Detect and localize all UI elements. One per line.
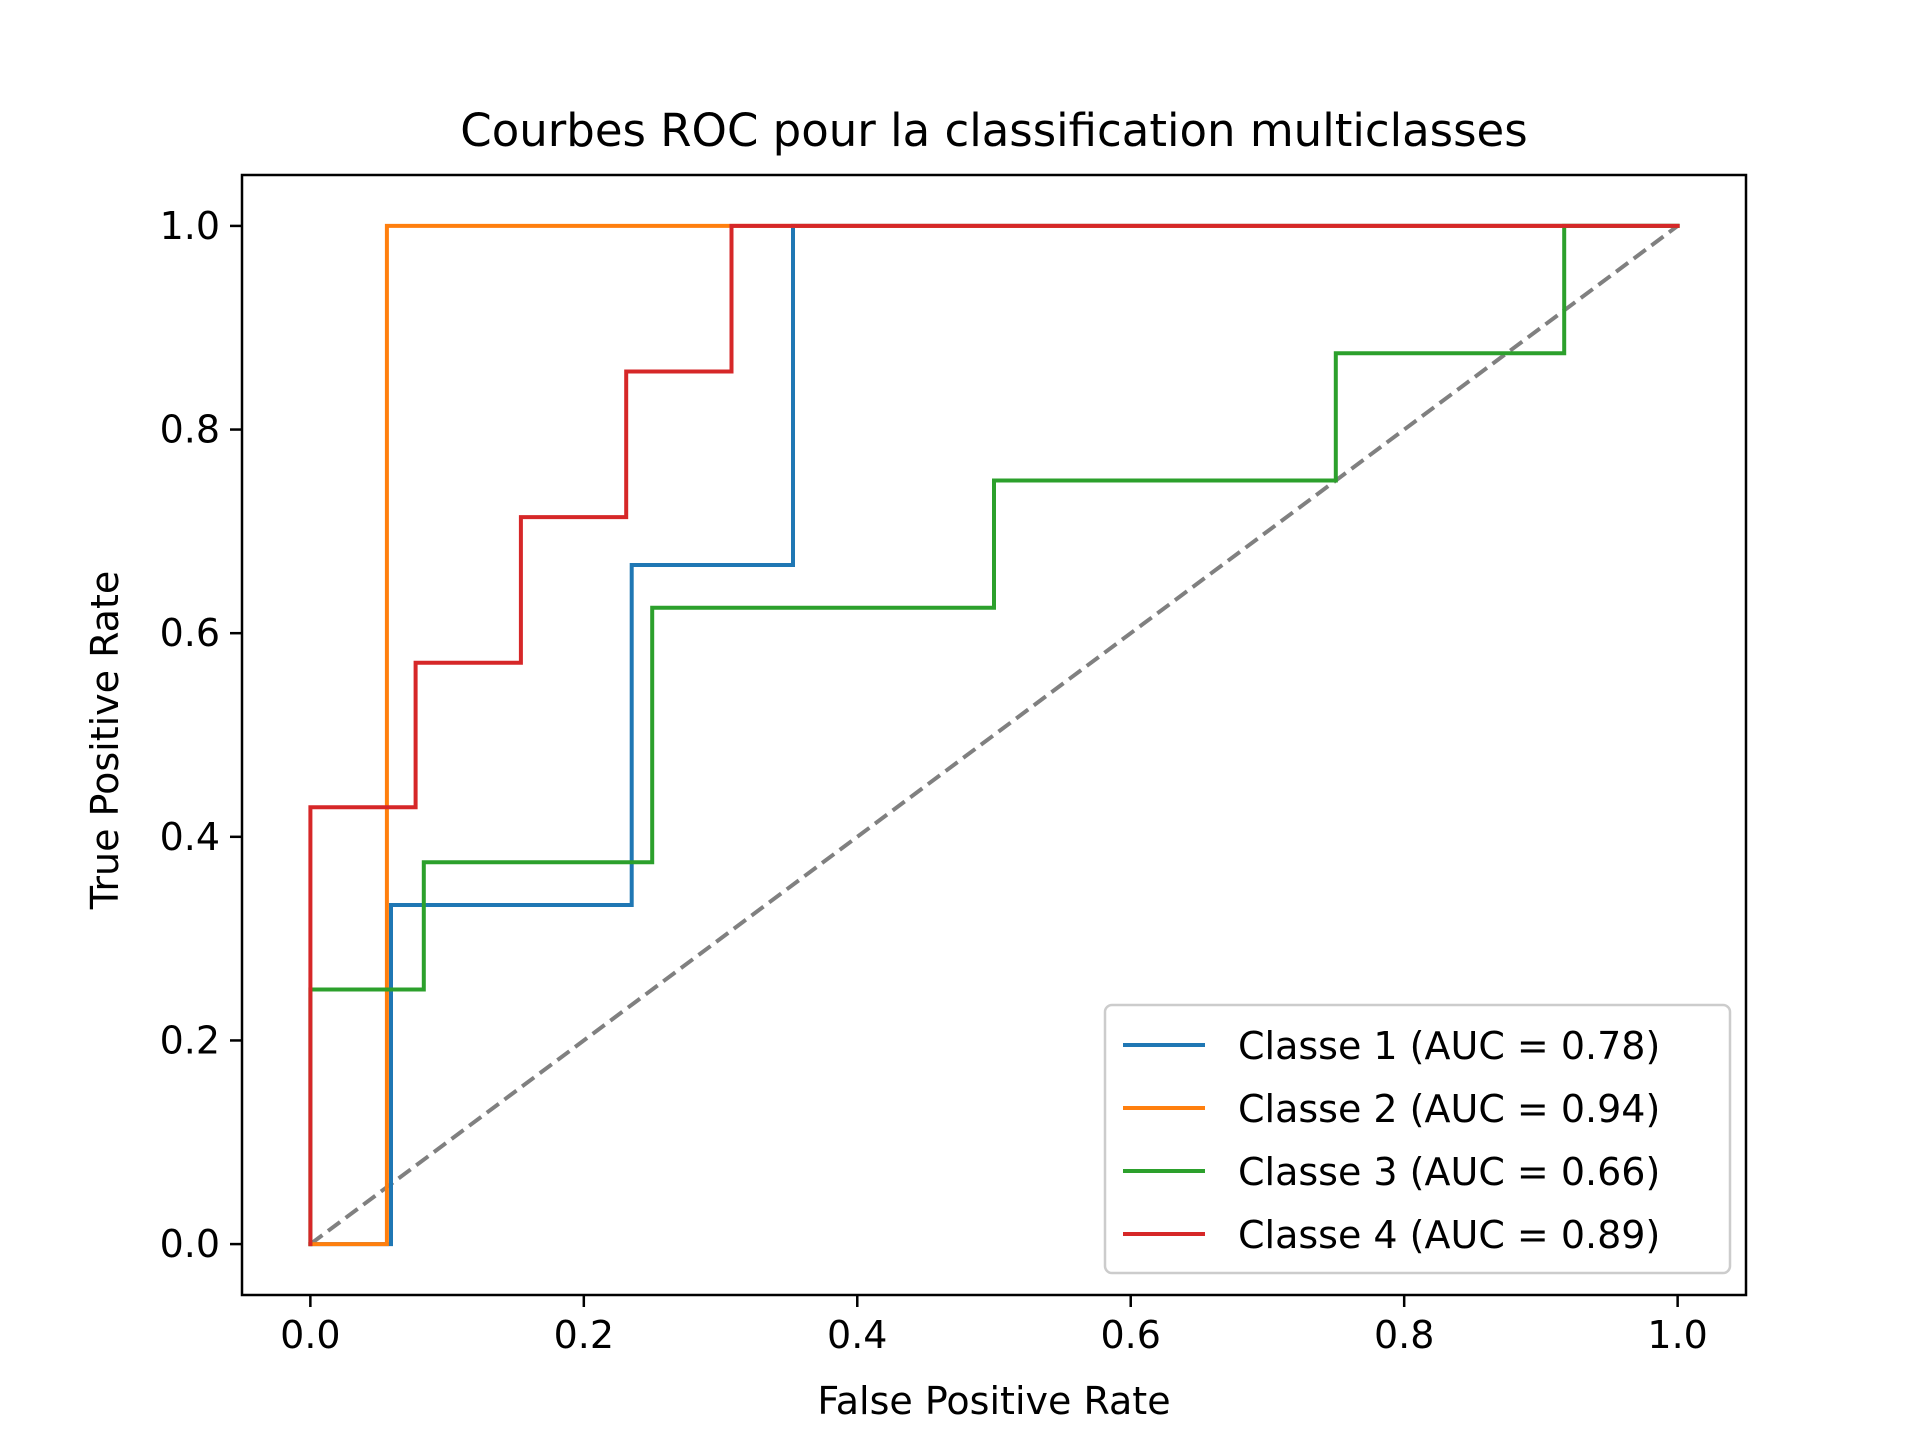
legend-label-classe-1: Classe 1 (AUC = 0.78) xyxy=(1238,1024,1660,1068)
y-tick-label: 1.0 xyxy=(160,204,220,248)
y-tick-label: 0.6 xyxy=(160,611,220,655)
y-tick-label: 0.4 xyxy=(160,815,220,859)
y-tick-label: 0.2 xyxy=(160,1018,220,1062)
legend-label-classe-2: Classe 2 (AUC = 0.94) xyxy=(1238,1087,1660,1131)
y-tick-label: 0.8 xyxy=(160,408,220,452)
legend-label-classe-3: Classe 3 (AUC = 0.66) xyxy=(1238,1150,1660,1194)
x-tick-label: 0.0 xyxy=(280,1313,340,1357)
x-tick-label: 0.2 xyxy=(554,1313,614,1357)
x-axis-label: False Positive Rate xyxy=(817,1379,1170,1423)
series-line-classe-4 xyxy=(308,223,1680,1247)
x-tick-label: 1.0 xyxy=(1647,1313,1707,1357)
x-tick-label: 0.8 xyxy=(1374,1313,1434,1357)
y-axis-label: True Positive Rate xyxy=(83,571,127,911)
legend-box xyxy=(1103,1003,1732,1275)
reference-diagonal-line xyxy=(309,224,1679,1246)
x-tick-label: 0.6 xyxy=(1101,1313,1161,1357)
chart-title: Courbes ROC pour la classification multi… xyxy=(460,104,1527,157)
series-line-classe-3 xyxy=(308,223,1680,1247)
axes-frame xyxy=(240,173,1748,1297)
legend: Classe 1 (AUC = 0.78) Classe 2 (AUC = 0.9… xyxy=(1103,1003,1732,1275)
x-tick-label: 0.4 xyxy=(827,1313,887,1357)
legend-label-classe-4: Classe 4 (AUC = 0.89) xyxy=(1238,1213,1660,1257)
series-line-classe-1 xyxy=(308,223,1680,1247)
y-tick-label: 0.0 xyxy=(160,1222,220,1266)
